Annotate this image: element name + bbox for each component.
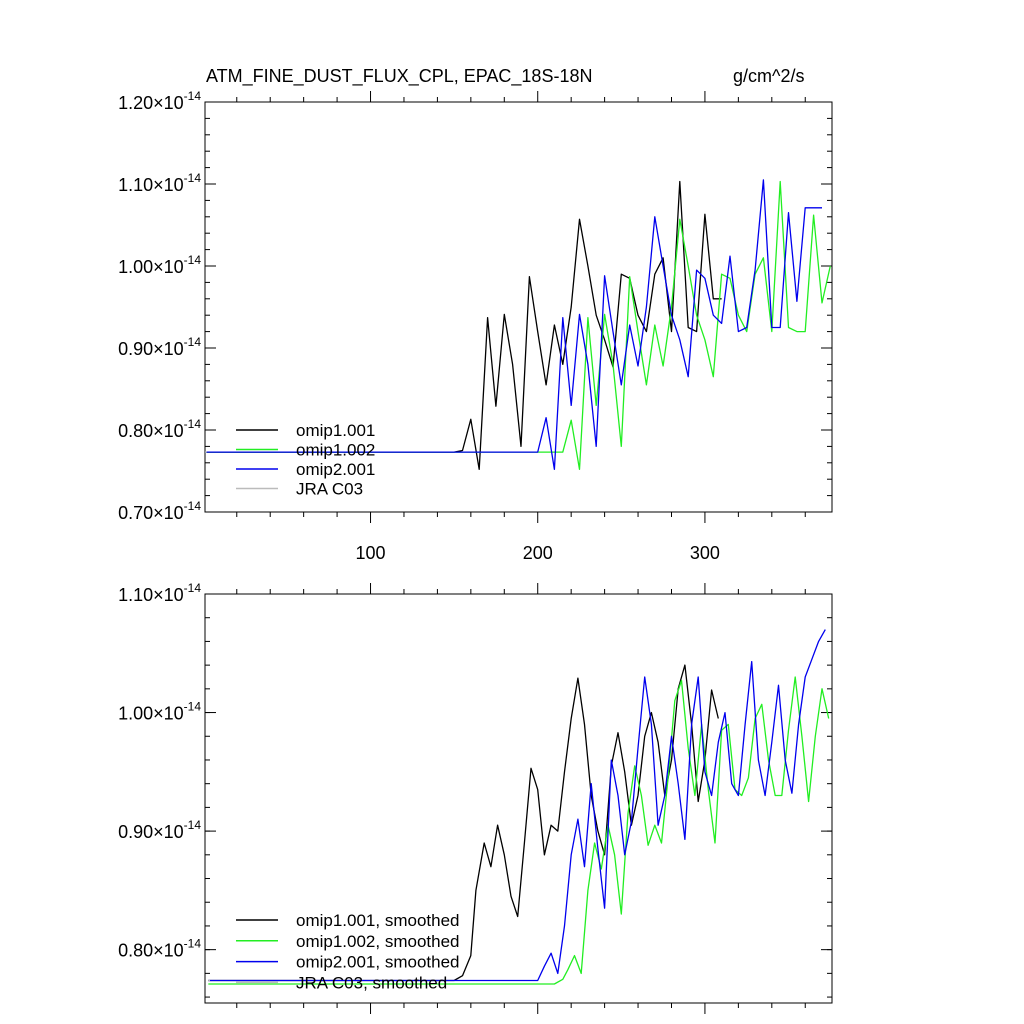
y-tick-label: 1.00×10-14: [118, 700, 201, 724]
chart-units: g/cm^2/s: [733, 66, 804, 86]
y-tick-label: 1.20×10-14: [118, 89, 201, 113]
legend-label: JRA C03, smoothed: [296, 973, 447, 992]
legend-label: omip2.001: [296, 460, 375, 479]
y-tick-label: 0.70×10-14: [118, 499, 201, 523]
y-tick-label: 1.00×10-14: [118, 253, 201, 277]
series-line-1: [208, 664, 719, 982]
legend-label: omip1.002: [296, 441, 375, 460]
x-tick-label: 300: [690, 543, 720, 563]
series-line-2: [205, 180, 831, 471]
y-tick-label: 0.90×10-14: [118, 335, 201, 359]
legend-label: omip1.002, smoothed: [296, 932, 460, 951]
bottom-panel: 0.80×10-14 0.90×10-14 1.00×10-14 1.10×10-14…: [118, 581, 833, 1014]
plot-frame: [204, 593, 833, 1004]
y-tick-label: 0.90×10-14: [118, 818, 201, 842]
series-line-3: [208, 629, 826, 982]
y-tick-label: 0.80×10-14: [118, 417, 201, 441]
series-line-3: [205, 179, 822, 471]
top-panel: 0.70×10-14 0.80×10-14 0.90×10-14 1.00×10-14…: [118, 89, 833, 563]
plot-frame: [204, 101, 833, 513]
x-tick-label: 200: [523, 543, 553, 563]
y-tick-label: 1.10×10-14: [118, 581, 201, 605]
series-line-2: [208, 676, 830, 985]
x-tick-label: 100: [356, 543, 386, 563]
y-tick-label: 1.10×10-14: [118, 171, 201, 195]
legend-label: JRA C03: [296, 480, 363, 499]
legend-label: omip1.001, smoothed: [296, 911, 460, 930]
chart-title: ATM_FINE_DUST_FLUX_CPL, EPAC_18S-18N: [206, 66, 592, 87]
legend-label: omip2.001, smoothed: [296, 953, 460, 972]
legend-label: omip1.001: [296, 421, 375, 440]
y-tick-label: 0.80×10-14: [118, 937, 201, 961]
